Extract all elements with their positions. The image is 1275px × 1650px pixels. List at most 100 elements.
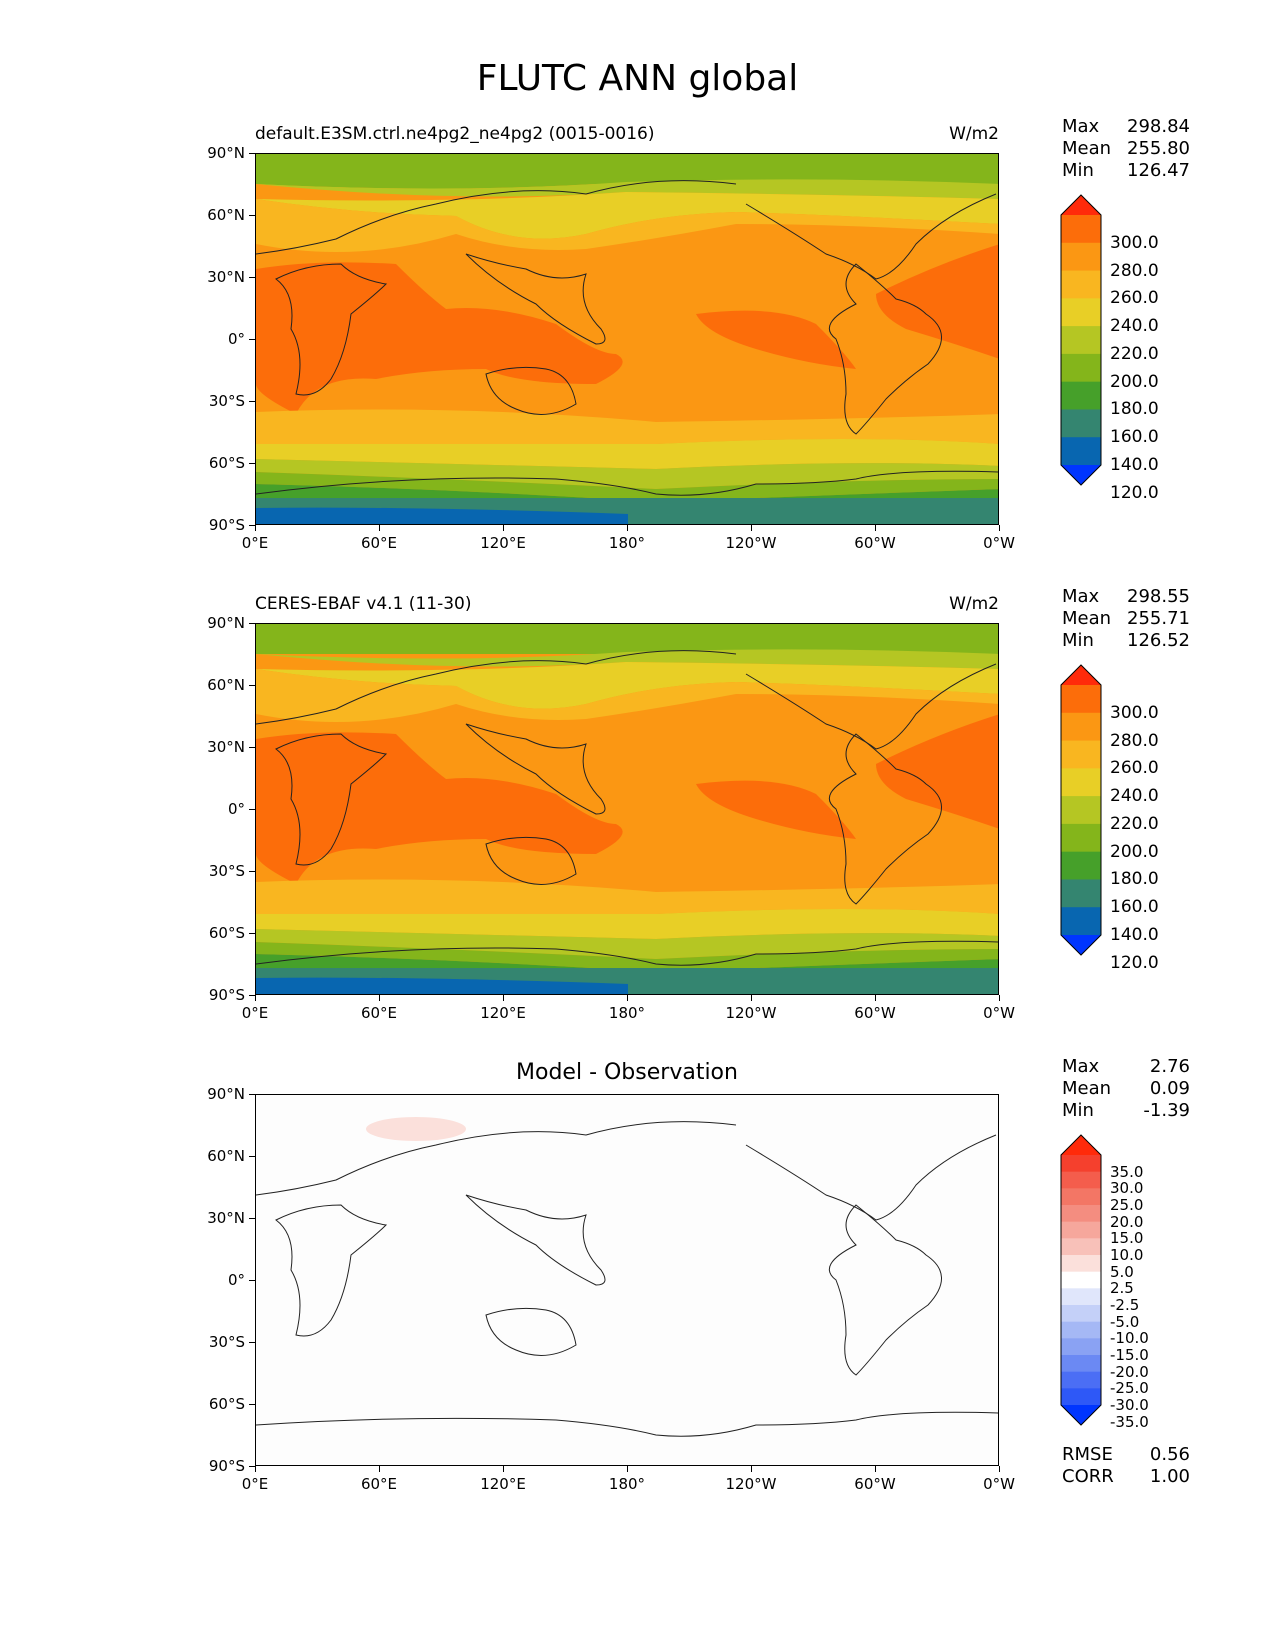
x-tick-label: 60°W xyxy=(854,1475,896,1493)
colorbar-swatch xyxy=(1061,1288,1101,1306)
colorbar-swatches xyxy=(1060,664,1102,956)
colorbar-tick-label: 160.0 xyxy=(1110,897,1159,918)
y-tick-mark xyxy=(249,747,255,748)
y-tick-mark xyxy=(249,215,255,216)
colorbar-tick-label: 2.5 xyxy=(1110,1279,1134,1298)
stat-label: Max xyxy=(1062,586,1100,607)
colorbar-swatches xyxy=(1060,194,1102,486)
obs-map xyxy=(255,623,999,995)
x-tick-label: 60°E xyxy=(360,1004,398,1022)
stat-label: Max xyxy=(1062,1056,1100,1077)
stat-value: 255.71 xyxy=(1127,608,1190,629)
colorbar-swatch xyxy=(1061,1338,1101,1356)
panel-obs-title: CERES-EBAF v4.1 (11-30) xyxy=(255,594,472,614)
x-tick-label: 0°W xyxy=(983,1475,1015,1493)
colorbar-swatch xyxy=(1061,1305,1101,1323)
y-tick-label: 90°S xyxy=(208,516,245,534)
colorbar-tick-label: 220.0 xyxy=(1110,343,1159,364)
colorbar-tick-label: 140.0 xyxy=(1110,455,1159,475)
stat-value: -1.39 xyxy=(1143,1100,1190,1121)
x-tick-label: 0°E xyxy=(241,1004,269,1022)
colorbar-tick-label: 160.0 xyxy=(1110,427,1159,448)
colorbar-swatch xyxy=(1061,270,1101,299)
x-tick-label: 120°W xyxy=(725,1475,777,1493)
x-tick-mark xyxy=(751,525,752,531)
stat-value: 298.55 xyxy=(1127,586,1190,607)
y-tick-label: 0° xyxy=(227,800,245,818)
x-tick-mark xyxy=(503,1466,504,1472)
x-tick-label: 60°W xyxy=(854,1004,896,1022)
colorbar-tick-label: 120.0 xyxy=(1110,952,1159,973)
x-tick-label: 120°E xyxy=(480,1004,526,1022)
colorbar-swatch xyxy=(1061,381,1101,410)
x-tick-mark xyxy=(999,525,1000,531)
metric-value: 0.56 xyxy=(1149,1444,1190,1465)
y-tick-mark xyxy=(249,1094,255,1095)
stat-label: Max xyxy=(1062,116,1100,137)
colorbar-tick-label: -30.0 xyxy=(1110,1396,1149,1414)
colorbar-swatch xyxy=(1061,215,1101,244)
figure-title: FLUTC ANN global xyxy=(476,58,799,99)
x-tick-label: 180° xyxy=(608,534,646,552)
stat-value: 2.76 xyxy=(1149,1056,1190,1077)
x-tick-label: 60°W xyxy=(854,534,896,552)
metric-label: RMSE xyxy=(1062,1444,1113,1465)
stat-label: Min xyxy=(1062,1100,1094,1121)
colorbar-tick-label: 140.0 xyxy=(1110,925,1159,945)
y-tick-label: 30°S xyxy=(208,862,245,880)
colorbar-swatch xyxy=(1061,1255,1101,1273)
x-tick-label: 180° xyxy=(608,1475,646,1493)
colorbar-extend-top xyxy=(1061,1135,1101,1155)
y-tick-label: 30°N xyxy=(207,1209,245,1227)
x-tick-mark xyxy=(379,525,380,531)
diff-map-field xyxy=(256,1095,998,1465)
colorbar-swatch xyxy=(1061,740,1101,769)
colorbar-tick-label: -25.0 xyxy=(1110,1379,1149,1398)
colorbar-tick-label: 260.0 xyxy=(1110,288,1159,309)
x-tick-mark xyxy=(379,1466,380,1472)
colorbar-swatch xyxy=(1061,1205,1101,1223)
y-tick-mark xyxy=(249,1280,255,1281)
stat-value: 0.09 xyxy=(1149,1078,1190,1099)
colorbar-extend-bottom xyxy=(1061,1405,1101,1425)
colorbar-tick-label: 200.0 xyxy=(1110,841,1159,862)
stat-label: Min xyxy=(1062,630,1094,651)
x-tick-mark xyxy=(627,995,628,1001)
x-tick-label: 0°W xyxy=(983,534,1015,552)
stat-label: Mean xyxy=(1062,608,1112,629)
colorbar-tick-label: 25.0 xyxy=(1110,1196,1144,1214)
colorbar-extend-bottom xyxy=(1061,935,1101,955)
y-tick-label: 60°S xyxy=(208,1395,245,1413)
x-tick-mark xyxy=(255,1466,256,1472)
x-tick-mark xyxy=(255,525,256,531)
colorbar-tick-label: 260.0 xyxy=(1110,758,1159,779)
x-tick-label: 0°W xyxy=(983,1004,1015,1022)
x-tick-label: 120°E xyxy=(480,1475,526,1493)
x-tick-label: 120°E xyxy=(480,534,526,552)
y-tick-mark xyxy=(249,995,255,996)
y-tick-label: 60°N xyxy=(207,206,245,224)
colorbar-tick-label: -20.0 xyxy=(1110,1362,1149,1381)
metric-value: 1.00 xyxy=(1149,1466,1190,1487)
x-tick-mark xyxy=(627,525,628,531)
y-tick-mark xyxy=(249,463,255,464)
colorbar-tick-label: 220.0 xyxy=(1110,813,1159,834)
colorbar-tick-label: 300.0 xyxy=(1110,232,1159,253)
stat-label: Mean xyxy=(1062,1078,1112,1099)
x-tick-mark xyxy=(255,995,256,1001)
y-tick-label: 0° xyxy=(227,330,245,348)
stat-value: 255.80 xyxy=(1127,138,1190,159)
panel-obs-units: W/m2 xyxy=(949,594,999,614)
x-tick-mark xyxy=(999,995,1000,1001)
x-tick-mark xyxy=(999,1466,1000,1472)
colorbar-tick-label: 5.0 xyxy=(1110,1262,1134,1281)
y-tick-label: 60°S xyxy=(208,454,245,472)
diff-metrics: RMSE 0.56 CORR 1.00 xyxy=(1062,1444,1190,1488)
y-tick-mark xyxy=(249,809,255,810)
y-tick-label: 0° xyxy=(227,1271,245,1289)
colorbar-swatch xyxy=(1061,879,1101,908)
colorbar-tick-label: 180.0 xyxy=(1110,399,1159,420)
metric-label: CORR xyxy=(1062,1466,1114,1487)
y-tick-mark xyxy=(249,1218,255,1219)
y-tick-label: 90°N xyxy=(207,144,245,162)
